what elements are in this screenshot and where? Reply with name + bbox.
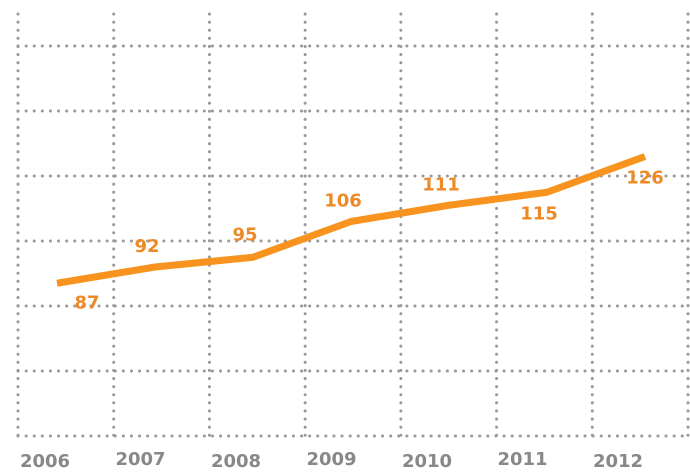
x-tick-label: 2012 [593,451,643,472]
x-tick-label: 2011 [497,449,547,470]
data-label: 87 [74,292,99,313]
x-tick-label: 2010 [402,451,452,472]
x-tick-label: 2006 [20,451,70,472]
x-tick-label: 2007 [115,449,165,470]
data-label: 106 [324,191,362,212]
x-tick-label: 2009 [306,449,356,470]
data-label: 92 [134,236,159,257]
data-label: 111 [422,174,460,195]
line [56,153,647,287]
data-label: 115 [520,203,558,224]
x-tick-label: 2008 [211,451,261,472]
data-label: 126 [626,168,664,189]
data-label: 95 [232,224,257,245]
